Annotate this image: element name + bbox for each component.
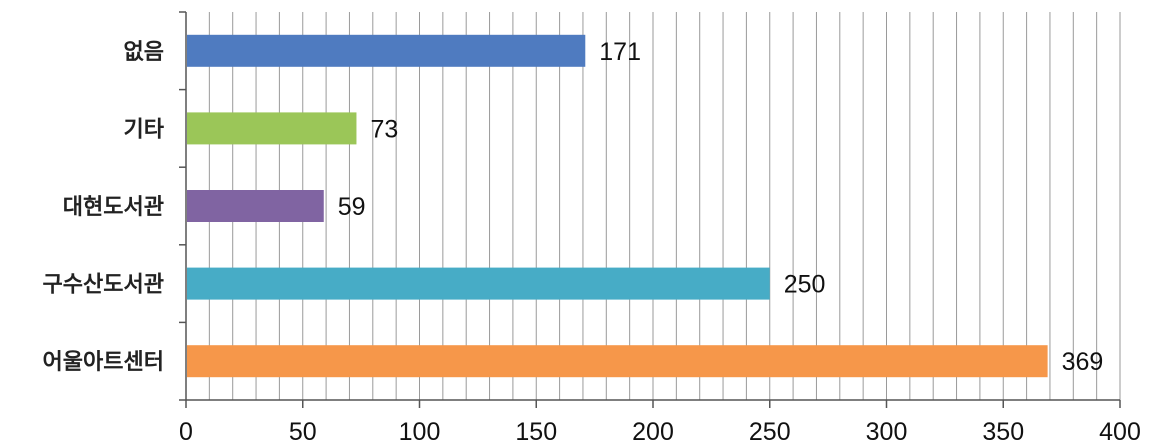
x-tick-label: 150 — [515, 418, 557, 446]
category-label: 대현도서관 — [63, 195, 164, 220]
x-tick-label: 0 — [179, 418, 193, 446]
category-label: 기타 — [124, 117, 165, 142]
data-label: 73 — [370, 115, 398, 143]
bar — [187, 190, 324, 222]
x-tick-label: 300 — [866, 418, 908, 446]
category-label: 없음 — [124, 40, 164, 65]
data-label: 59 — [338, 193, 366, 221]
x-tick-label: 350 — [982, 418, 1024, 446]
bar — [187, 345, 1048, 377]
bar — [187, 112, 356, 144]
bar — [187, 268, 770, 300]
x-tick-label: 100 — [399, 418, 441, 446]
category-label: 구수산도서관 — [43, 273, 164, 298]
data-label: 171 — [599, 38, 641, 66]
x-tick-label: 250 — [749, 418, 791, 446]
data-label: 369 — [1062, 348, 1104, 376]
x-tick-label: 50 — [289, 418, 317, 446]
bar — [187, 35, 585, 67]
x-tick-label: 200 — [632, 418, 674, 446]
bars — [187, 35, 1048, 377]
labels: 171 없음 73 기타 59 대현도서관 250 구수산도서관 369 어울아트센터 0 50 100… — [43, 38, 1141, 446]
x-tick-label: 400 — [1099, 418, 1141, 446]
data-label: 250 — [784, 271, 826, 299]
category-label: 어울아트센터 — [43, 350, 164, 375]
